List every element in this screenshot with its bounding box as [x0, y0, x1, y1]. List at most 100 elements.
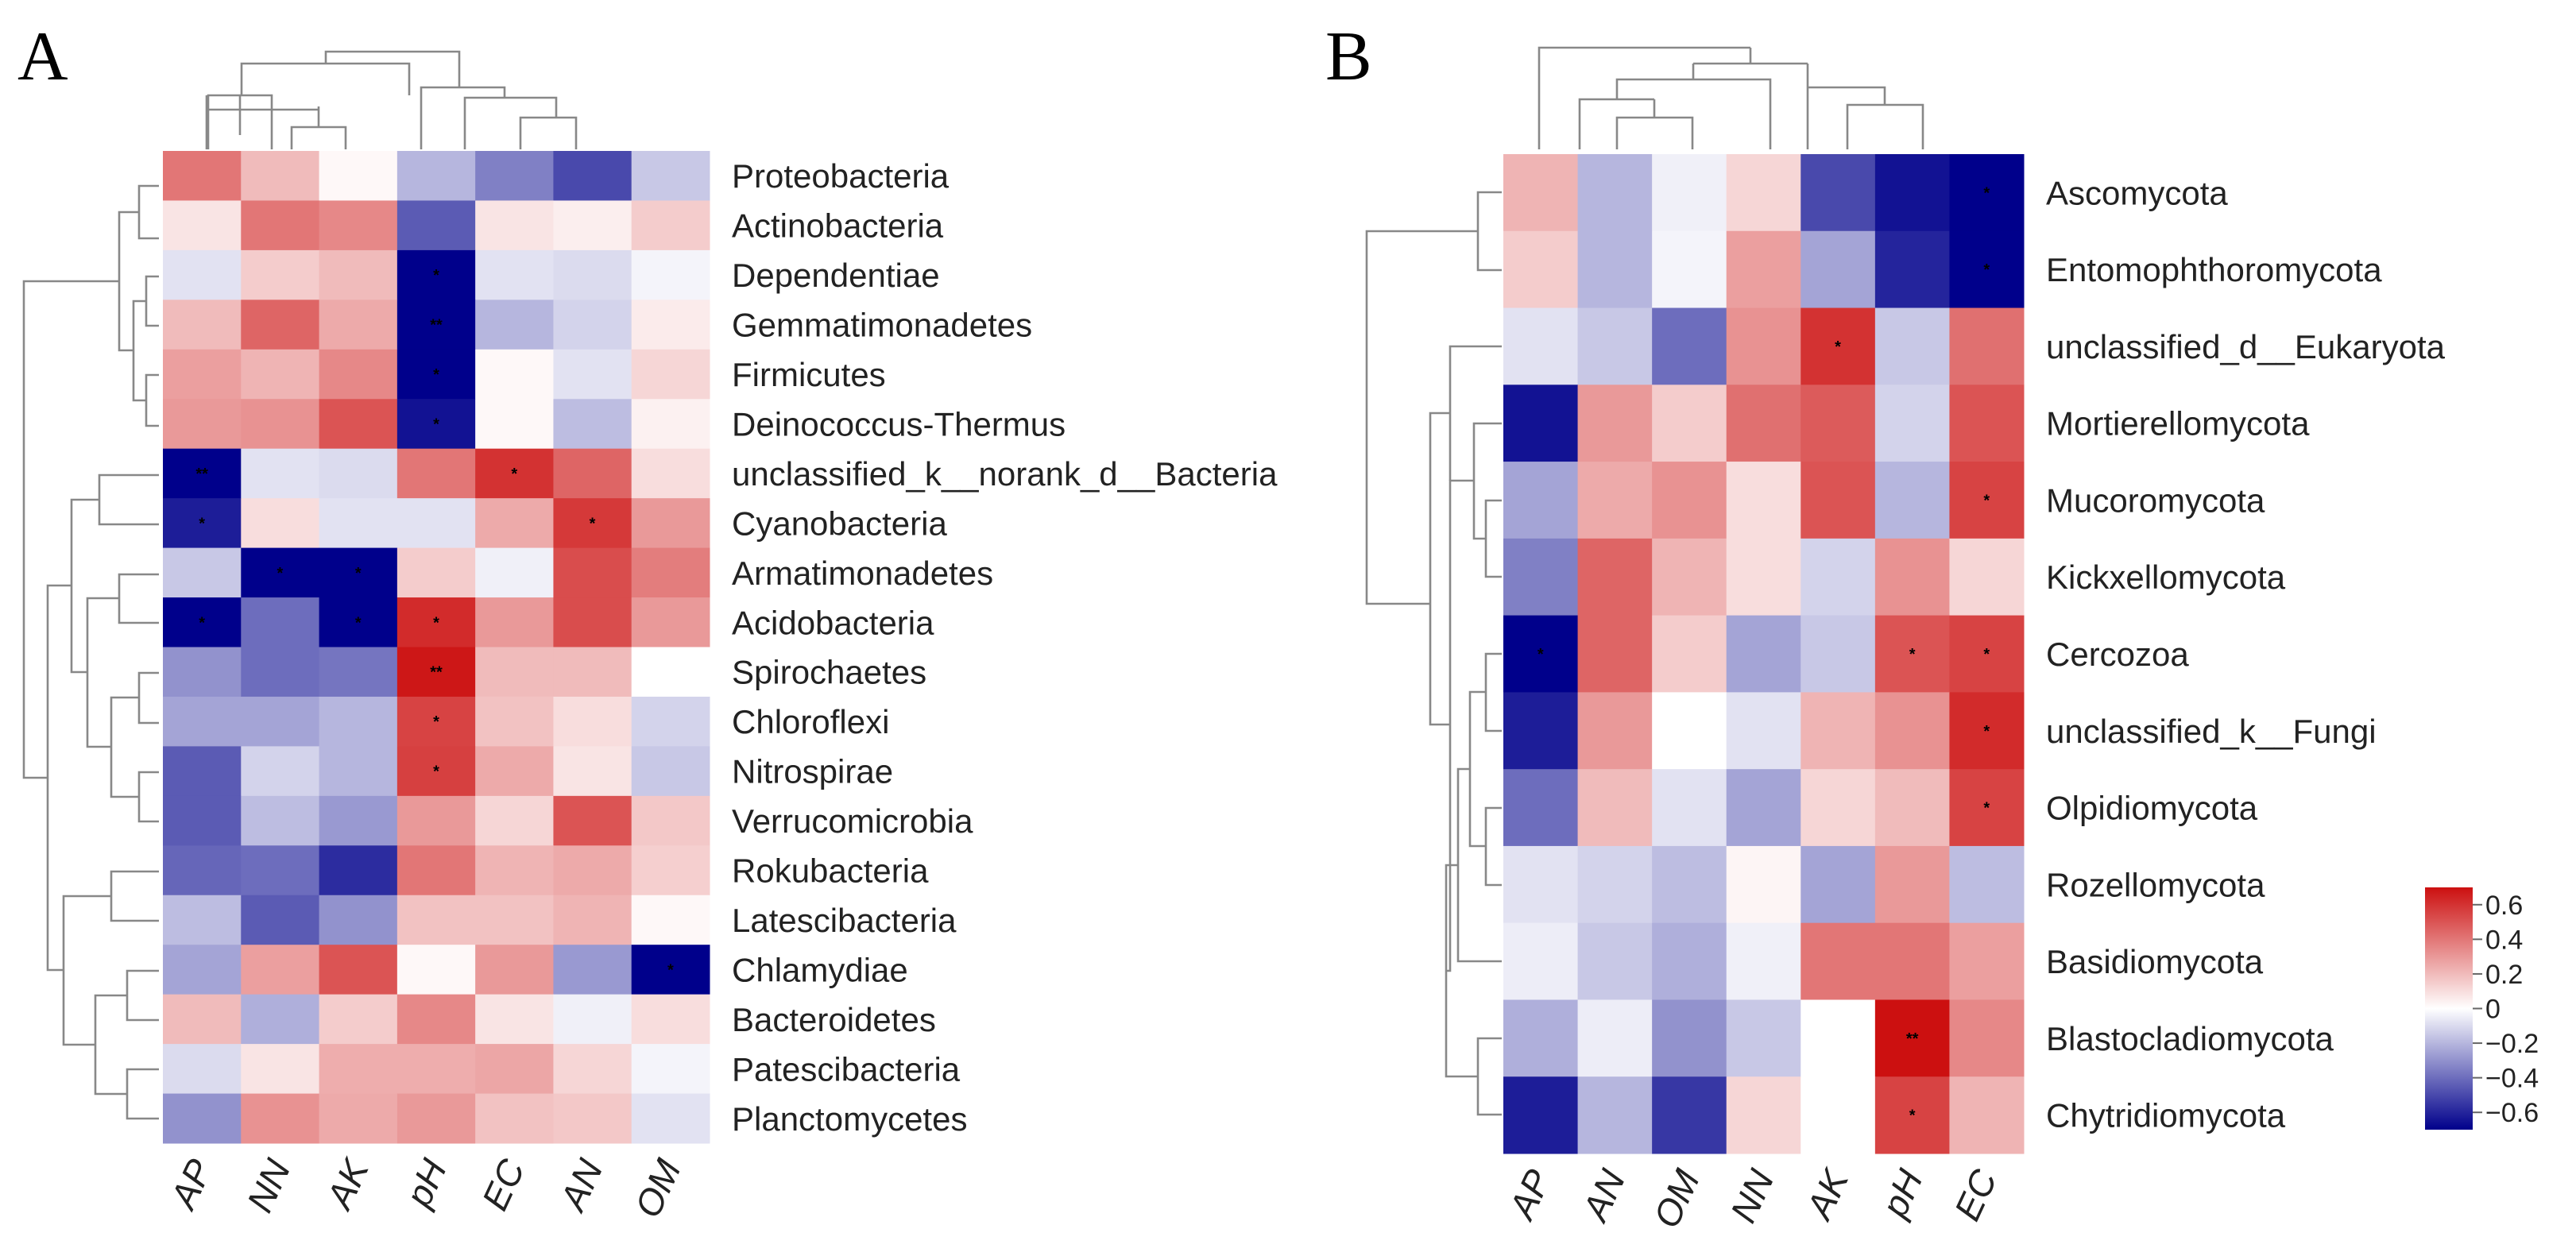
heatmap-a-cell [475, 746, 554, 797]
heatmap-a-row-label: Chloroflexi [732, 703, 889, 740]
heatmap-a-cell [241, 249, 320, 300]
heatmap-a-cell [396, 845, 476, 896]
heatmap-b-cell [1577, 538, 1653, 616]
heatmap-b-cell [1652, 845, 1727, 924]
heatmap-a-cell [319, 200, 398, 251]
heatmap-a-cell [241, 1093, 320, 1144]
heatmap-a-cell [475, 696, 554, 747]
heatmap-a-cell [396, 448, 476, 499]
heatmap-b-cell [1503, 462, 1579, 539]
heatmap-b-cell [1503, 845, 1579, 924]
row-dendrogram-a [22, 184, 159, 1120]
heatmap-a-cell [553, 547, 632, 598]
heatmap-a-cell [396, 746, 476, 797]
heatmap-b-cell [1874, 999, 1950, 1077]
heatmap-a-cell [631, 845, 710, 896]
heatmap-b-cell [1726, 230, 1801, 309]
heatmap-a-cell [163, 349, 242, 400]
heatmap-a-cell [475, 1044, 554, 1095]
heatmap-b-column-label: pH [1873, 1163, 1931, 1225]
heatmap-a-cell [631, 151, 710, 201]
heatmap-a-cell [163, 895, 242, 945]
heatmap-b-cell [1949, 538, 2025, 616]
heatmap-a-cell [631, 498, 710, 549]
heatmap-b-cell [1652, 692, 1727, 770]
heatmap-b-cell [1503, 615, 1579, 693]
heatmap-b-cell [1577, 1076, 1653, 1154]
legend-tick-label: 0.4 [2485, 925, 2523, 955]
heatmap-b-row-label: Chytridiomycota [2046, 1097, 2286, 1134]
heatmap-b-row-label: Kickxellomycota [2046, 558, 2286, 596]
heatmap-b-cell [1874, 1076, 1950, 1154]
heatmap-b-cell [1874, 538, 1950, 616]
heatmap-b-cell [1503, 154, 1579, 232]
heatmap-a-cell [319, 498, 398, 549]
heatmap-a-cell [241, 349, 320, 400]
heatmap-a-cell [631, 349, 710, 400]
heatmap-a-cell [553, 795, 632, 846]
heatmap-a-cell [631, 300, 710, 350]
heatmap-a-cell [475, 349, 554, 400]
heatmap-a-cell [396, 647, 476, 698]
heatmap-b-column-label: AN [1573, 1163, 1634, 1229]
heatmap-a-cell [396, 498, 476, 549]
heatmap-a-significance-mark: * [433, 614, 439, 632]
heatmap-a-cell [475, 448, 554, 499]
heatmap-a-cell [553, 895, 632, 945]
heatmap-a-row-label: Rokubacteria [732, 852, 929, 890]
heatmap-a-cell [163, 448, 242, 499]
heatmap-a-cell [241, 795, 320, 846]
heatmap-a-cell [241, 895, 320, 945]
heatmap-b-cell [1874, 769, 1950, 847]
heatmap-a-cell [553, 399, 632, 450]
heatmap-b-cell [1874, 845, 1950, 924]
heatmap-b-cell [1800, 922, 1876, 1000]
heatmap-a-cell [319, 300, 398, 350]
heatmap-b-cell [1874, 692, 1950, 770]
heatmap-a-cell [319, 448, 398, 499]
heatmap-a-cell [631, 945, 710, 995]
heatmap-b-cell [1800, 230, 1876, 309]
heatmap-a-cell [631, 200, 710, 251]
heatmap-a-cell [475, 300, 554, 350]
column-dendrogram-a [205, 50, 578, 149]
heatmap-a-cell [319, 547, 398, 598]
heatmap-a-cell [553, 151, 632, 201]
heatmap-a-significance-mark: * [433, 763, 439, 781]
heatmap-a-row-label: Armatimonadetes [732, 555, 993, 592]
heatmap-a-row-label: Acidobacteria [732, 604, 934, 641]
heatmap-b-cell [1949, 692, 2025, 770]
heatmap-a-cell [163, 399, 242, 450]
heatmap-b-cell [1949, 230, 2025, 309]
heatmap-b-cell [1726, 154, 1801, 232]
heatmap-a-cell [319, 399, 398, 450]
heatmap-a-cell [241, 696, 320, 747]
heatmap-a-cell [396, 945, 476, 995]
heatmap-a-cell [553, 448, 632, 499]
heatmap-b-significance-mark: * [1983, 646, 1990, 663]
panel-a-label: A [17, 18, 68, 95]
heatmap-a-cell [163, 647, 242, 698]
heatmap-a-cell [163, 1093, 242, 1144]
heatmap-b-cell [1652, 230, 1727, 309]
heatmap-b-cell [1949, 769, 2025, 847]
heatmap-a-cell [553, 845, 632, 896]
heatmap-a-cell [396, 1044, 476, 1095]
heatmap-a-cell [241, 151, 320, 201]
heatmap-a-cell [475, 1093, 554, 1144]
heatmap-a-cell [319, 1044, 398, 1095]
heatmap-a-cell [475, 547, 554, 598]
heatmap-b-cell [1726, 385, 1801, 462]
heatmap-a-cell [553, 994, 632, 1045]
heatmap-b-cell [1652, 999, 1727, 1077]
heatmap-a-cell [475, 399, 554, 450]
heatmap-b-cell [1874, 307, 1950, 385]
heatmap-a-cell [631, 647, 710, 698]
heatmap-a-cell [631, 597, 710, 647]
heatmap-a-cell [631, 547, 710, 598]
legend-tick-label: 0.6 [2485, 891, 2523, 921]
heatmap-b-cell [1800, 538, 1876, 616]
heatmap-a-cell [475, 151, 554, 201]
heatmap-b-cell [1577, 999, 1653, 1077]
